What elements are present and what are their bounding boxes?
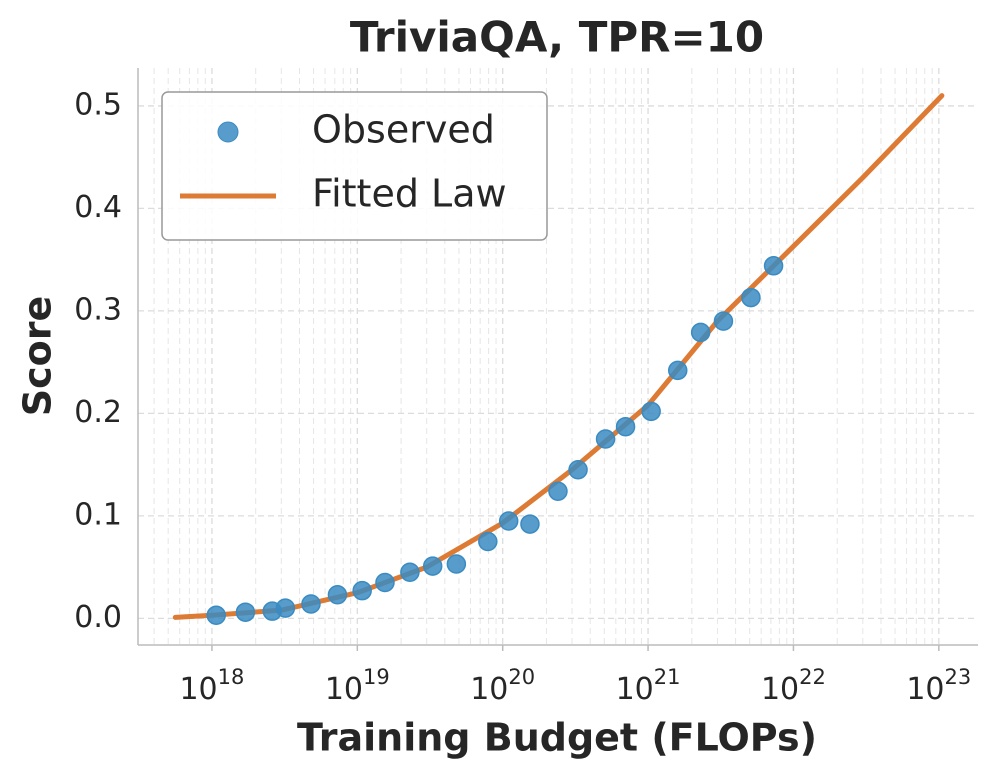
- y-tick-label: 0.4: [74, 190, 122, 225]
- data-point: [690, 322, 711, 343]
- data-point: [498, 511, 519, 531]
- data-point: [375, 572, 395, 593]
- data-point: [478, 531, 498, 552]
- data-point: [520, 514, 540, 534]
- x-tick-label: 1020: [470, 665, 535, 707]
- legend-label: Observed: [312, 108, 495, 152]
- legend-box: [161, 91, 548, 241]
- data-point: [595, 429, 616, 449]
- y-axis-label: Score: [16, 296, 60, 417]
- data-point: [206, 605, 226, 626]
- data-point: [568, 459, 588, 480]
- x-tick-label: 1019: [325, 665, 390, 707]
- legend-marker: [217, 121, 239, 143]
- chart-title: TriviaQA, TPR=10: [350, 13, 764, 62]
- data-point: [301, 594, 321, 614]
- y-tick-label: 0.0: [74, 600, 122, 635]
- data-point: [713, 311, 734, 331]
- data-point: [400, 562, 420, 582]
- data-point: [352, 580, 372, 601]
- x-tick-label: 1018: [179, 665, 244, 707]
- data-point: [327, 585, 348, 605]
- data-point: [667, 360, 688, 381]
- data-point: [615, 416, 636, 437]
- data-point: [422, 556, 443, 576]
- data-point: [641, 401, 661, 422]
- data-point: [741, 287, 761, 308]
- y-tick-label: 0.1: [74, 497, 122, 532]
- x-tick-label: 1021: [616, 665, 681, 707]
- y-tick-label: 0.5: [74, 87, 122, 122]
- x-tick-label: 1022: [761, 665, 826, 707]
- legend-label: Fitted Law: [312, 172, 507, 216]
- y-tick-label: 0.2: [74, 395, 122, 430]
- data-point: [235, 602, 256, 622]
- data-point: [446, 554, 467, 574]
- data-point: [763, 256, 784, 276]
- x-tick-label: 1023: [906, 665, 971, 707]
- data-point: [548, 481, 568, 502]
- y-tick-label: 0.3: [74, 292, 122, 327]
- data-point: [275, 598, 296, 618]
- x-axis-label: Training Budget (FLOPs): [297, 716, 817, 760]
